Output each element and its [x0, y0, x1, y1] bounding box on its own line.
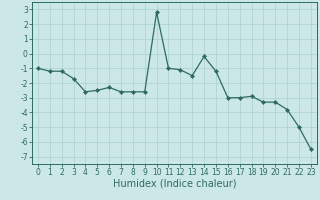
X-axis label: Humidex (Indice chaleur): Humidex (Indice chaleur)	[113, 179, 236, 189]
